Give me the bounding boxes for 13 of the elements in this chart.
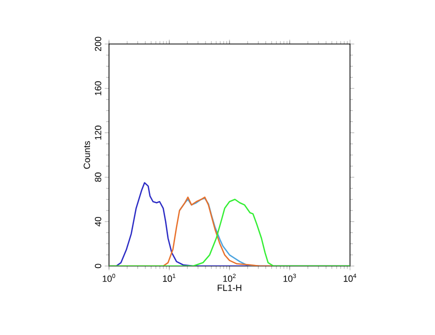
y-tick-label: 0	[94, 264, 102, 268]
x-axis-title: FL1-H	[218, 284, 242, 291]
x-tick-label: 10$^{2}$	[223, 274, 236, 282]
y-tick-label: 200	[94, 36, 102, 52]
x-tick-label: 10$^{4}$	[344, 274, 356, 282]
y-tick-label: 80	[94, 172, 102, 182]
y-tick-label: 120	[94, 126, 102, 140]
y-tick-label: 160	[94, 81, 102, 96]
y-axis-title: Counts	[84, 141, 90, 169]
x-tick-label: 10$^{3}$	[284, 274, 296, 282]
x-tick-label: 10$^{1}$	[163, 274, 176, 282]
x-tick-label: 10$^{0}$	[102, 274, 116, 282]
y-tick-label: 40	[94, 216, 102, 226]
